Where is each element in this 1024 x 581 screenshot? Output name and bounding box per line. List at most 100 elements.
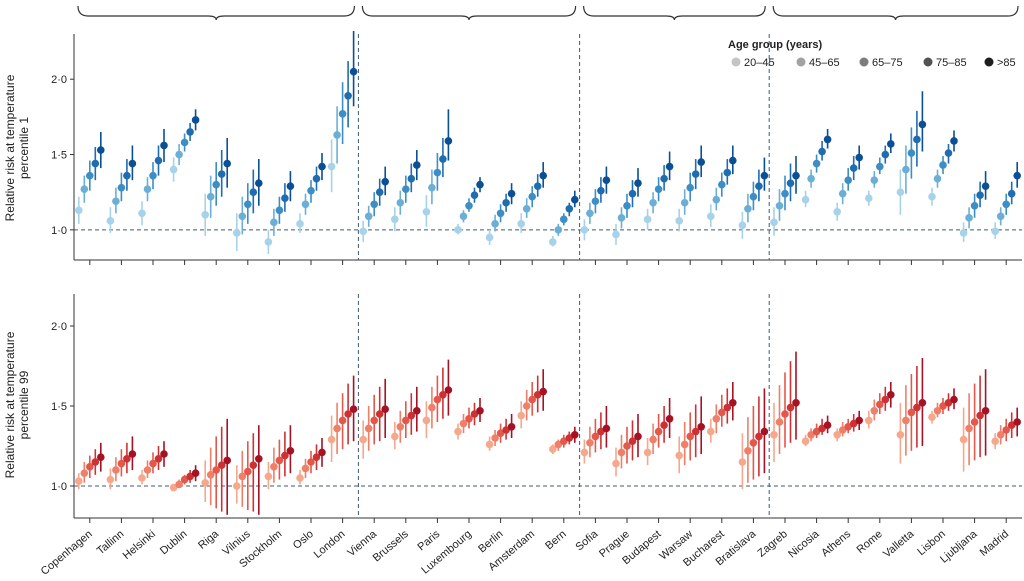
point-riga-3 <box>212 180 220 189</box>
x-tick-label-brussels: Brussels <box>371 528 411 565</box>
point-dublin-3 <box>180 138 189 147</box>
point-amsterdam-4 <box>533 182 542 190</box>
point-helsinki-3 <box>149 171 157 180</box>
point-warsaw-3 <box>686 183 694 192</box>
point-vienna-4 <box>375 188 384 196</box>
point-amsterdam-3 <box>528 192 536 201</box>
point-bratislava-3 <box>749 192 758 201</box>
point-athens-1 <box>833 431 841 439</box>
point-bern-5 <box>571 195 579 204</box>
point-oslo-1 <box>296 474 304 482</box>
point-london-2 <box>333 131 341 139</box>
point-lisbon-3 <box>939 402 947 410</box>
point-madrid-1 <box>991 437 999 446</box>
point-sofia-2 <box>586 439 594 447</box>
point-athens-2 <box>838 189 847 198</box>
point-madrid-5 <box>1013 171 1021 180</box>
point-dublin-3 <box>180 475 189 484</box>
y-tick-label: 1·5 <box>51 401 67 413</box>
point-berlin-4 <box>502 426 510 434</box>
legend-swatch-4 <box>923 57 933 67</box>
point-oslo-3 <box>307 458 315 466</box>
point-valletta-5 <box>918 120 927 129</box>
point-helsinki-1 <box>138 474 146 482</box>
point-berlin-5 <box>507 423 516 431</box>
point-ljubljana-5 <box>981 407 990 415</box>
point-stockholm-3 <box>275 456 284 465</box>
point-bratislava-4 <box>755 432 763 441</box>
point-vilnius-4 <box>249 188 258 196</box>
point-dublin-1 <box>169 165 178 174</box>
point-luxembourg-1 <box>454 226 462 234</box>
point-riga-2 <box>206 471 215 479</box>
point-tallinn-1 <box>106 217 115 225</box>
point-copenhagen-1 <box>75 206 83 215</box>
point-prague-3 <box>623 442 631 450</box>
point-valletta-2 <box>902 416 910 425</box>
point-riga-1 <box>201 211 209 219</box>
point-valletta-2 <box>902 165 910 174</box>
point-amsterdam-1 <box>517 411 525 420</box>
point-rome-4 <box>881 395 890 404</box>
point-dublin-4 <box>186 472 194 481</box>
y-tick-label: 1·5 <box>51 150 67 162</box>
x-tick-label-rome: Rome <box>855 528 885 556</box>
point-valletta-3 <box>907 408 916 417</box>
point-bucharest-2 <box>712 415 721 423</box>
x-tick-label-athens: Athens <box>819 528 853 560</box>
point-stockholm-5 <box>286 447 295 455</box>
point-budapest-3 <box>654 427 663 436</box>
point-london-3 <box>338 416 347 425</box>
point-valletta-3 <box>907 149 916 157</box>
point-zagreb-4 <box>786 179 795 187</box>
point-paris-4 <box>439 155 447 163</box>
point-ljubljana-2 <box>965 214 973 222</box>
point-oslo-2 <box>301 200 310 209</box>
legend-title: Age group (years) <box>728 39 822 51</box>
point-madrid-3 <box>1002 200 1010 209</box>
point-zagreb-2 <box>775 201 784 210</box>
point-lisbon-1 <box>928 413 936 422</box>
point-ljubljana-4 <box>976 411 984 420</box>
x-tick-label-dublin: Dublin <box>158 528 190 557</box>
point-budapest-5 <box>665 162 674 171</box>
point-luxembourg-4 <box>470 410 479 418</box>
point-athens-5 <box>855 416 863 425</box>
point-rome-5 <box>887 391 895 399</box>
point-vilnius-5 <box>254 179 263 187</box>
point-helsinki-5 <box>160 450 168 458</box>
point-prague-1 <box>612 459 620 468</box>
point-oslo-5 <box>318 448 326 457</box>
point-budapest-3 <box>654 185 663 193</box>
point-lisbon-5 <box>950 395 958 404</box>
panel-top: 1·0 1·5 2·0 Relative risk at temperatureper… <box>3 30 1022 265</box>
point-bratislava-1 <box>738 458 747 466</box>
point-warsaw-5 <box>697 423 705 431</box>
point-helsinki-4 <box>154 156 163 165</box>
y-tick-label: 1·0 <box>51 225 67 237</box>
y-axis-title: Relative risk at temperaturepercentile 1 <box>3 74 31 221</box>
point-ljubljana-4 <box>976 191 984 200</box>
point-bucharest-2 <box>712 195 721 204</box>
point-budapest-5 <box>665 415 674 423</box>
x-tick-label-nicosia: Nicosia <box>786 528 822 561</box>
point-prague-5 <box>634 432 642 441</box>
point-madrid-4 <box>1007 421 1016 430</box>
point-ljubljana-1 <box>959 435 968 444</box>
point-paris-3 <box>433 395 442 404</box>
point-lisbon-2 <box>933 174 942 183</box>
point-zagreb-3 <box>781 410 789 418</box>
point-ljubljana-1 <box>959 229 968 237</box>
point-luxembourg-5 <box>476 407 484 415</box>
point-bratislava-4 <box>755 182 763 190</box>
point-nicosia-3 <box>812 159 821 168</box>
point-luxembourg-3 <box>465 201 473 210</box>
point-amsterdam-5 <box>539 171 547 180</box>
point-stockholm-1 <box>264 238 273 246</box>
x-tick-label-oslo: Oslo <box>291 528 316 552</box>
point-dublin-2 <box>175 150 183 159</box>
point-copenhagen-5 <box>97 146 105 154</box>
panel-bottom: 1·0 1·5 2·0 Relative risk at temperatureper… <box>3 294 1022 523</box>
point-lisbon-1 <box>928 192 936 201</box>
point-brussels-5 <box>413 407 421 415</box>
